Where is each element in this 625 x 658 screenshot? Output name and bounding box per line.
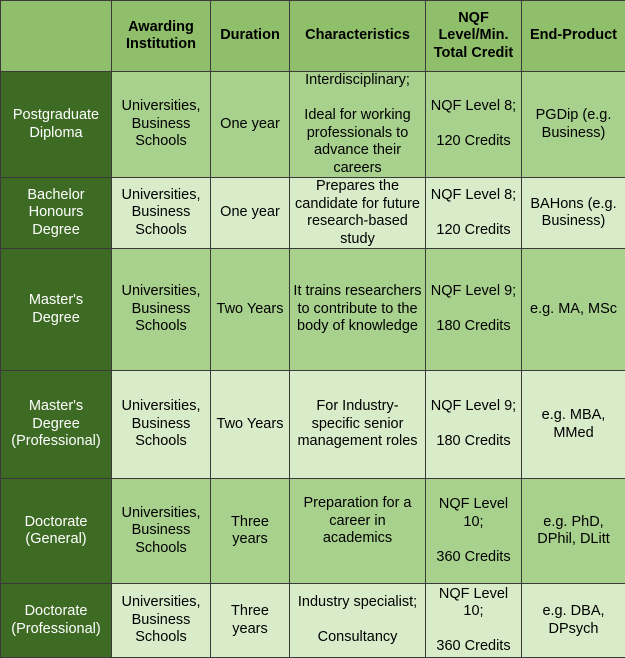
credits-text: 120 Credits [429, 133, 518, 151]
row-header-qualification: Doctorate (General) [1, 479, 112, 584]
row-header-qualification: Bachelor Honours Degree [1, 178, 112, 249]
table-row: Doctorate (Professional) Universities, B… [1, 584, 625, 658]
awarding-institution-cell: Universities, Business Schools [112, 584, 211, 658]
nqf-level-text: NQF Level 10; [429, 586, 518, 621]
nqf-level-text: NQF Level 8; [429, 98, 518, 116]
nqf-level-cell: NQF Level 10; 360 Credits [426, 479, 522, 584]
header-awarding-institution: Awarding Institution [112, 1, 211, 72]
row-header-qualification: Doctorate (Professional) [1, 584, 112, 658]
header-nqf-level: NQF Level/Min. Total Credit [426, 1, 522, 72]
table-row: Master's Degree (Professional) Universit… [1, 371, 625, 479]
table-row: Postgraduate Diploma Universities, Busin… [1, 72, 625, 178]
end-product-cell: e.g. PhD, DPhil, DLitt [522, 479, 625, 584]
characteristics-cell: For Industry-specific senior management … [290, 371, 426, 479]
header-duration: Duration [211, 1, 290, 72]
row-header-qualification: Postgraduate Diploma [1, 72, 112, 178]
nqf-level-cell: NQF Level 10; 360 Credits [426, 584, 522, 658]
duration-cell: One year [211, 72, 290, 178]
credits-text: 120 Credits [429, 222, 518, 240]
characteristics-line: Ideal for working professionals to advan… [293, 107, 422, 177]
nqf-level-text: NQF Level 9; [429, 283, 518, 301]
characteristics-cell: It trains researchers to contribute to t… [290, 249, 426, 371]
awarding-institution-cell: Universities, Business Schools [112, 249, 211, 371]
nqf-level-cell: NQF Level 9; 180 Credits [426, 249, 522, 371]
nqf-level-cell: NQF Level 9; 180 Credits [426, 371, 522, 479]
nqf-level-text: NQF Level 9; [429, 398, 518, 416]
duration-cell: Two Years [211, 371, 290, 479]
end-product-cell: e.g. MBA, MMed [522, 371, 625, 479]
duration-cell: One year [211, 178, 290, 249]
end-product-cell: PGDip (e.g. Business) [522, 72, 625, 178]
characteristics-line: Consultancy [293, 629, 422, 647]
header-row: Awarding Institution Duration Characteri… [1, 1, 625, 72]
awarding-institution-cell: Universities, Business Schools [112, 178, 211, 249]
row-header-qualification: Master's Degree [1, 249, 112, 371]
header-end-product: End-Product [522, 1, 625, 72]
duration-cell: Two Years [211, 249, 290, 371]
characteristics-line: Industry specialist; [293, 594, 422, 612]
awarding-institution-cell: Universities, Business Schools [112, 479, 211, 584]
nqf-level-cell: NQF Level 8; 120 Credits [426, 178, 522, 249]
header-corner [1, 1, 112, 72]
awarding-institution-cell: Universities, Business Schools [112, 72, 211, 178]
table-row: Master's Degree Universities, Business S… [1, 249, 625, 371]
duration-cell: Three years [211, 479, 290, 584]
nqf-level-text: NQF Level 10; [429, 496, 518, 531]
row-header-qualification: Master's Degree (Professional) [1, 371, 112, 479]
characteristics-cell: Interdisciplinary; Ideal for working pro… [290, 72, 426, 178]
end-product-cell: e.g. DBA, DPsych [522, 584, 625, 658]
nqf-level-cell: NQF Level 8; 120 Credits [426, 72, 522, 178]
credits-text: 180 Credits [429, 318, 518, 336]
end-product-cell: e.g. MA, MSc [522, 249, 625, 371]
table-row: Bachelor Honours Degree Universities, Bu… [1, 178, 625, 249]
awarding-institution-cell: Universities, Business Schools [112, 371, 211, 479]
credits-text: 360 Credits [429, 549, 518, 567]
table-row: Doctorate (General) Universities, Busine… [1, 479, 625, 584]
characteristics-cell: Industry specialist; Consultancy [290, 584, 426, 658]
credits-text: 360 Credits [429, 638, 518, 656]
duration-cell: Three years [211, 584, 290, 658]
credits-text: 180 Credits [429, 433, 518, 451]
characteristics-cell: Preparation for a career in academics [290, 479, 426, 584]
end-product-cell: BAHons (e.g. Business) [522, 178, 625, 249]
characteristics-cell: Prepares the candidate for future resear… [290, 178, 426, 249]
header-characteristics: Characteristics [290, 1, 426, 72]
nqf-level-text: NQF Level 8; [429, 187, 518, 205]
characteristics-line: Interdisciplinary; [293, 72, 422, 90]
